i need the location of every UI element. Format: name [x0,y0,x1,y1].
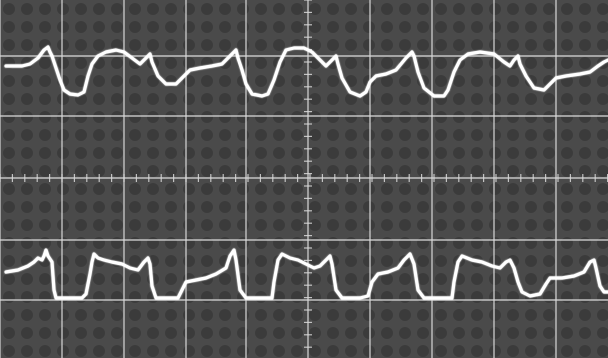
lower-waveform [4,248,608,300]
upper-waveform [4,45,608,98]
